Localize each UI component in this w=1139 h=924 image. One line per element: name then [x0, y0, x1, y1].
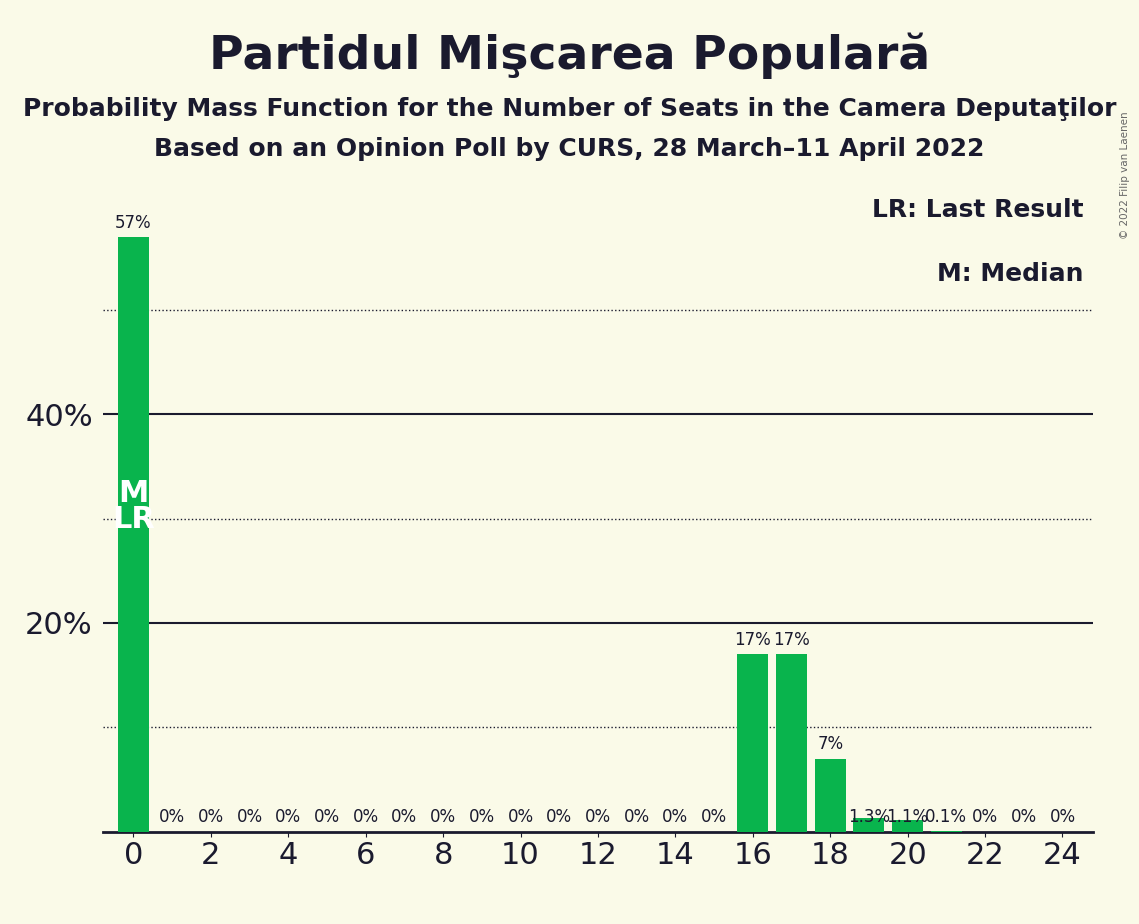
Text: 0%: 0%	[159, 808, 186, 826]
Text: 1.3%: 1.3%	[847, 808, 890, 826]
Text: 0%: 0%	[663, 808, 688, 826]
Text: 57%: 57%	[115, 213, 151, 232]
Text: 0%: 0%	[237, 808, 263, 826]
Bar	[776, 654, 808, 832]
Text: 0%: 0%	[469, 808, 495, 826]
Text: Based on an Opinion Poll by CURS, 28 March–11 April 2022: Based on an Opinion Poll by CURS, 28 Mar…	[154, 137, 985, 161]
Text: LR: Last Result: LR: Last Result	[872, 198, 1083, 222]
Text: 0%: 0%	[624, 808, 649, 826]
Text: LR: LR	[112, 505, 155, 534]
Bar	[853, 818, 884, 832]
Bar	[814, 759, 845, 832]
Text: 0%: 0%	[547, 808, 572, 826]
Text: 0%: 0%	[1049, 808, 1075, 826]
Text: 0%: 0%	[314, 808, 341, 826]
Text: 7%: 7%	[817, 736, 843, 753]
Text: M: M	[118, 480, 149, 508]
Bar	[931, 831, 961, 832]
Text: 0.1%: 0.1%	[925, 808, 967, 826]
Text: 0%: 0%	[198, 808, 224, 826]
Text: © 2022 Filip van Laenen: © 2022 Filip van Laenen	[1121, 111, 1130, 238]
Bar	[892, 821, 923, 832]
Text: 0%: 0%	[972, 808, 998, 826]
Text: 0%: 0%	[700, 808, 727, 826]
Text: 0%: 0%	[1010, 808, 1036, 826]
Text: 0%: 0%	[431, 808, 457, 826]
Text: 17%: 17%	[773, 631, 810, 649]
Text: Partidul Mişcarea Populară: Partidul Mişcarea Populară	[208, 32, 931, 79]
Text: 0%: 0%	[392, 808, 418, 826]
Text: 1.1%: 1.1%	[886, 808, 928, 826]
Bar	[118, 237, 149, 832]
Text: 0%: 0%	[276, 808, 302, 826]
Text: 17%: 17%	[735, 631, 771, 649]
Text: Probability Mass Function for the Number of Seats in the Camera Deputaţilor: Probability Mass Function for the Number…	[23, 97, 1116, 121]
Bar	[737, 654, 769, 832]
Text: M: Median: M: Median	[937, 262, 1083, 286]
Text: 0%: 0%	[508, 808, 533, 826]
Text: 0%: 0%	[353, 808, 379, 826]
Text: 0%: 0%	[585, 808, 611, 826]
